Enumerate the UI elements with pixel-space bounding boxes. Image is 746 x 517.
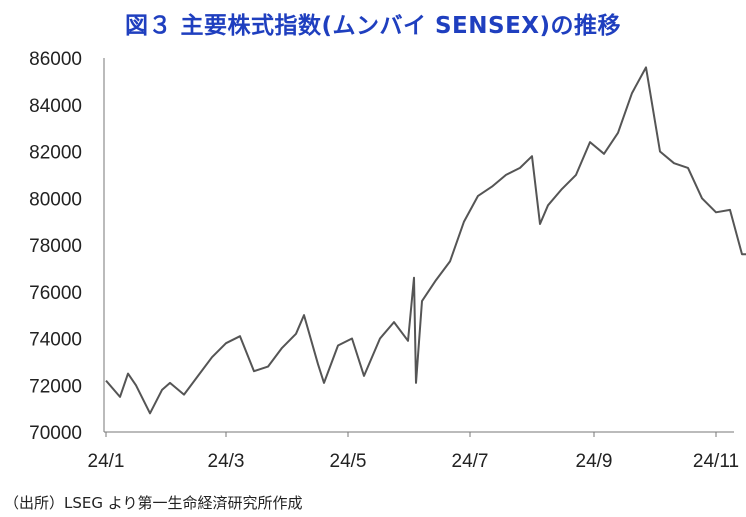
y-tick-label: 72000 [29, 376, 82, 397]
x-tick-label: 24/9 [576, 451, 613, 472]
y-tick-label: 74000 [29, 330, 82, 351]
x-tick-label: 24/1 [88, 451, 125, 472]
series-group [105, 66, 746, 415]
y-tick-label: 86000 [29, 49, 82, 70]
y-tick-label: 82000 [29, 143, 82, 164]
y-axis-ticks: 70000 72000 74000 76000 78000 80000 82000 84000… [29, 49, 82, 444]
source-note: （出所）LSEG より第一生命経済研究所作成 [4, 494, 303, 512]
x-tick-label: 24/11 [693, 451, 739, 472]
y-tick-label: 70000 [29, 423, 82, 444]
y-tick-label: 80000 [29, 189, 82, 210]
y-tick-label: 76000 [29, 283, 82, 304]
x-tick-label: 24/7 [452, 451, 489, 472]
x-axis-ticks: 24/1 24/3 24/5 24/7 24/9 24/11 [88, 432, 739, 472]
y-tick-label: 84000 [29, 96, 82, 117]
series-line [105, 66, 746, 415]
chart-axes [103, 58, 734, 433]
x-tick-label: 24/3 [208, 451, 245, 472]
chart-title: 図３ 主要株式指数(ムンバイ SENSEX)の推移 [124, 13, 622, 39]
y-tick-label: 78000 [29, 236, 82, 257]
x-tick-label: 24/5 [330, 451, 367, 472]
